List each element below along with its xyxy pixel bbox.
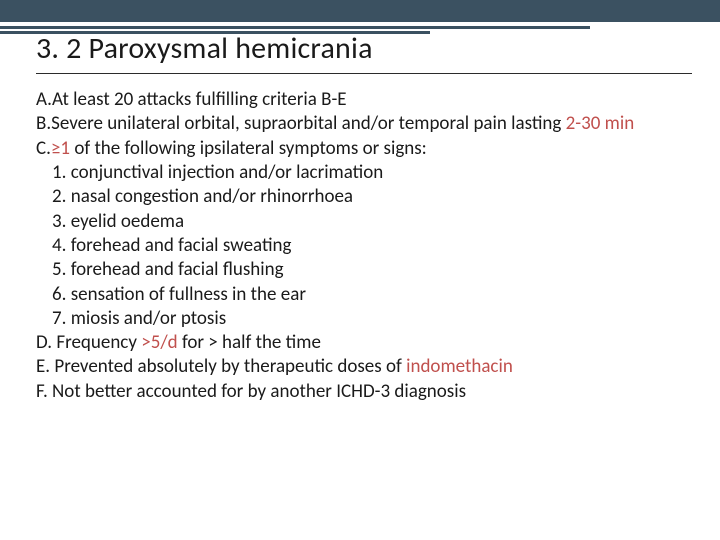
divider-line	[0, 26, 590, 29]
slide-title: 3. 2 Paroxysmal hemicrania	[36, 30, 692, 74]
list-item: 6. sensation of fullness in the ear	[36, 283, 692, 307]
prefix: E.	[36, 355, 50, 378]
highlight: indomethacin	[406, 355, 513, 378]
criterion-f: F. Not better accounted for by another I…	[36, 380, 692, 404]
criterion-d: D. Frequency >5/d for > half the time	[36, 331, 692, 355]
text: Frequency	[52, 331, 141, 354]
item-number: 1.	[52, 161, 71, 184]
criterion-c-sublist: 1. conjunctival injection and/or lacrima…	[36, 161, 692, 331]
text: Severe unilateral orbital, supraorbital …	[51, 112, 566, 135]
list-item: 7. miosis and/or ptosis	[36, 307, 692, 331]
highlight: ≥1	[51, 137, 70, 160]
item-text: conjunctival injection and/or lacrimatio…	[71, 161, 384, 184]
item-text: eyelid oedema	[71, 210, 184, 233]
text: Prevented absolutely by therapeutic dose…	[50, 355, 406, 378]
item-number: 6.	[52, 283, 71, 306]
item-text: sensation of fullness in the ear	[71, 283, 306, 306]
prefix: B.	[36, 112, 51, 135]
highlight: >5/d	[141, 331, 177, 354]
criterion-b: B.Severe unilateral orbital, supraorbita…	[36, 112, 692, 136]
criterion-e: E. Prevented absolutely by therapeutic d…	[36, 355, 692, 379]
item-number: 5.	[52, 258, 71, 281]
item-number: 4.	[52, 234, 71, 257]
item-number: 3.	[52, 210, 71, 233]
list-item: 1. conjunctival injection and/or lacrima…	[36, 161, 692, 185]
item-number: 7.	[52, 307, 71, 330]
list-item: 3. eyelid oedema	[36, 210, 692, 234]
slide-content: 3. 2 Paroxysmal hemicrania A.At least 20…	[0, 22, 720, 424]
item-number: 2.	[52, 185, 71, 208]
item-text: forehead and facial sweating	[71, 234, 292, 257]
text: At least 20 attacks fulfilling criteria …	[52, 88, 347, 111]
list-item: 4. forehead and facial sweating	[36, 234, 692, 258]
text: Not better accounted for by another ICHD…	[48, 380, 466, 403]
prefix: A.	[36, 88, 52, 111]
list-item: 2. nasal congestion and/or rhinorrhoea	[36, 185, 692, 209]
criterion-a: A.At least 20 attacks fulfilling criteri…	[36, 88, 692, 112]
list-item: 5. forehead and facial flushing	[36, 258, 692, 282]
prefix: F.	[36, 380, 48, 403]
header-bar	[0, 0, 720, 22]
text: for > half the time	[178, 331, 321, 354]
prefix: C.	[36, 137, 51, 160]
text: of the following ipsilateral symptoms or…	[70, 137, 427, 160]
highlight: 2-30 min	[566, 112, 635, 135]
item-text: miosis and/or ptosis	[71, 307, 226, 330]
item-text: nasal congestion and/or rhinorrhoea	[71, 185, 353, 208]
criterion-c: C.≥1 of the following ipsilateral sympto…	[36, 137, 692, 161]
prefix: D.	[36, 331, 52, 354]
divider-line	[0, 31, 430, 34]
criteria-list: A.At least 20 attacks fulfilling criteri…	[36, 88, 692, 404]
item-text: forehead and facial flushing	[71, 258, 284, 281]
